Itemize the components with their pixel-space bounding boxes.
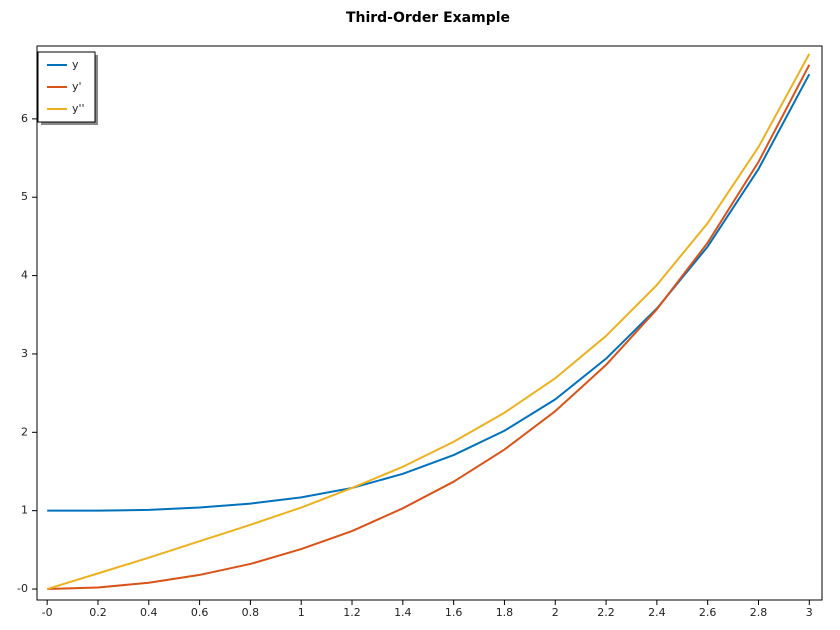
x-tick-label: 0.6 (191, 606, 209, 619)
x-tick-label: 1.6 (445, 606, 463, 619)
x-tick-label: 2.4 (648, 606, 666, 619)
legend-label: y (72, 58, 79, 71)
x-tick-label: 2 (552, 606, 559, 619)
x-tick-label: 2.8 (750, 606, 768, 619)
x-tick-label: 1.4 (394, 606, 412, 619)
x-tick-label: 1.8 (496, 606, 514, 619)
x-tick-label: 0.2 (89, 606, 107, 619)
x-tick-label: 2.2 (597, 606, 615, 619)
y-tick-label: 6 (21, 112, 28, 125)
x-tick-label: 2.6 (699, 606, 717, 619)
chart-title: Third-Order Example (346, 10, 510, 26)
line-series (47, 73, 811, 512)
line-series (47, 64, 811, 591)
x-tick-label: 0.4 (140, 606, 158, 619)
x-tick-label: 1 (298, 606, 305, 619)
x-tick-label: 0.8 (242, 606, 260, 619)
y-tick-label: 1 (21, 504, 28, 517)
y-tick-label: 5 (21, 190, 28, 203)
x-tick-label: -0 (42, 606, 53, 619)
y-tick-label: 2 (21, 425, 28, 438)
x-tick-label: 1.2 (343, 606, 361, 619)
y-tick-label: 3 (21, 347, 28, 360)
x-tick-label: 3 (806, 606, 813, 619)
y-tick-label: -0 (17, 582, 28, 595)
legend-label: y'' (72, 102, 85, 115)
legend-label: y' (72, 80, 82, 93)
y-tick-label: 4 (21, 269, 28, 282)
line-series (46, 53, 811, 590)
plot-frame (36, 45, 823, 601)
